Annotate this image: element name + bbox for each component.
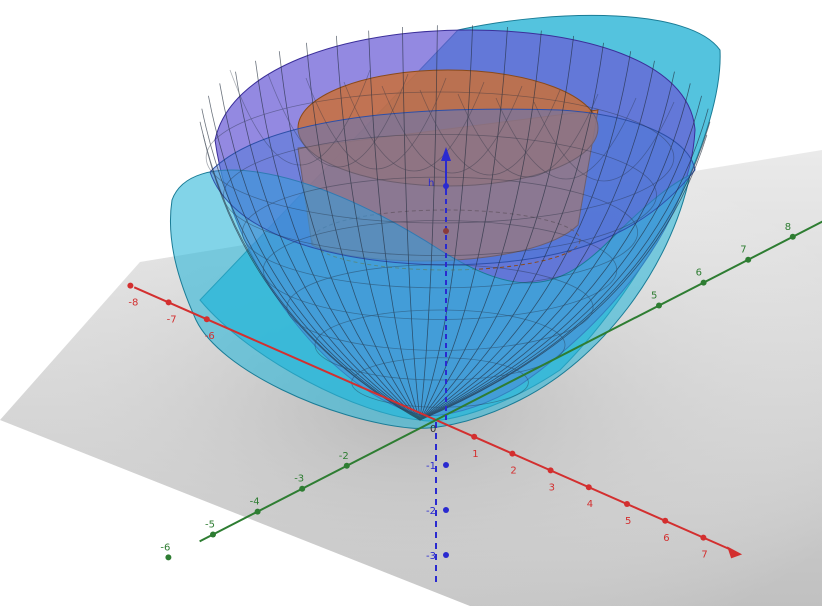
z-point-label: h bbox=[428, 178, 434, 189]
x-tick bbox=[547, 467, 554, 474]
z-tick bbox=[443, 507, 449, 513]
z-tick-label: -1 bbox=[426, 461, 436, 472]
y-tick-label: -2 bbox=[339, 451, 349, 462]
z-tick bbox=[443, 462, 449, 468]
y-tick-label: -3 bbox=[294, 474, 304, 485]
z-point-cylinder[interactable] bbox=[443, 228, 449, 234]
y-tick-label: 7 bbox=[740, 245, 746, 256]
x-tick-label: 2 bbox=[510, 466, 516, 477]
y-tick bbox=[299, 485, 306, 492]
y-tick bbox=[210, 531, 216, 538]
x-tick-label: 1 bbox=[472, 449, 478, 460]
x-tick-label: 5 bbox=[625, 516, 631, 527]
surface-band bbox=[209, 108, 696, 266]
x-tick bbox=[585, 484, 592, 491]
x-tick-label: -7 bbox=[167, 314, 177, 325]
y-tick bbox=[745, 256, 752, 263]
paraboloid-outer-front bbox=[169, 169, 691, 429]
z-tick bbox=[443, 552, 449, 558]
y-tick bbox=[254, 508, 261, 515]
x-tick bbox=[471, 433, 478, 440]
x-tick bbox=[203, 316, 210, 323]
z-tick-label: -3 bbox=[426, 551, 436, 562]
x-tick-label: 6 bbox=[663, 533, 669, 544]
y-tick-label: 8 bbox=[785, 222, 791, 233]
x-tick-label: 7 bbox=[701, 550, 707, 561]
x-tick bbox=[127, 282, 134, 289]
x-tick-label: -8 bbox=[128, 298, 138, 309]
y-tick bbox=[789, 233, 796, 240]
y-tick bbox=[700, 279, 707, 286]
z-point-h[interactable] bbox=[443, 183, 449, 189]
y-tick-label: -6 bbox=[160, 542, 170, 553]
y-tick bbox=[165, 554, 172, 561]
y-tick bbox=[343, 462, 350, 469]
y-tick-label: -5 bbox=[205, 520, 215, 531]
x-tick-label: -6 bbox=[205, 331, 215, 342]
surface-mesh bbox=[199, 25, 711, 421]
x-axis bbox=[133, 286, 731, 551]
x-tick bbox=[165, 299, 172, 306]
y-tick-label: 5 bbox=[651, 291, 657, 302]
x-tick bbox=[509, 450, 516, 457]
x-tick bbox=[700, 534, 707, 541]
z-axis-arrow bbox=[441, 147, 451, 161]
x-axis-arrow bbox=[727, 546, 743, 559]
y-axis bbox=[199, 220, 822, 543]
x-tick-label: 3 bbox=[549, 482, 555, 493]
origin-label: 0 bbox=[430, 424, 436, 435]
z-tick-label: -2 bbox=[426, 506, 436, 517]
y-tick bbox=[656, 302, 662, 309]
y-tick-label: -4 bbox=[250, 497, 260, 508]
x-tick bbox=[662, 517, 669, 524]
x-tick-label: 4 bbox=[587, 499, 593, 510]
x-tick bbox=[624, 501, 630, 507]
y-tick-label: 6 bbox=[696, 268, 702, 279]
